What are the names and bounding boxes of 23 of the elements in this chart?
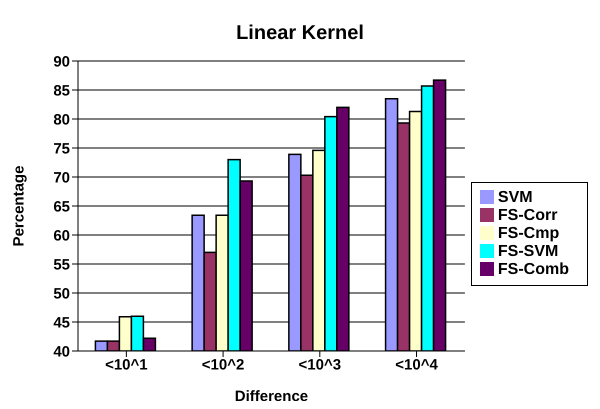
y-tick-label: 75 xyxy=(53,140,70,158)
legend-label: FS-SVM xyxy=(498,242,558,260)
y-tick-label: 65 xyxy=(53,198,70,216)
y-tick-label: 80 xyxy=(53,111,70,128)
chart-title: Linear Kernel xyxy=(236,22,364,44)
x-tick-label: <10^1 xyxy=(105,356,148,374)
y-tick-label: 85 xyxy=(53,82,70,100)
x-tick-label: <10^3 xyxy=(298,356,342,374)
y-tick-label: 45 xyxy=(53,314,70,332)
y-tick-label: 50 xyxy=(53,285,70,302)
x-tick-label: <10^2 xyxy=(202,356,244,374)
y-tick-label: 60 xyxy=(53,227,70,244)
legend-label: SVM xyxy=(498,188,533,206)
y-tick-label: 55 xyxy=(53,256,70,274)
y-axis-title: Percentage xyxy=(10,166,28,246)
y-tick-label: 90 xyxy=(53,53,70,70)
y-tick-label: 70 xyxy=(53,169,70,186)
x-tick-label: <10^4 xyxy=(395,356,438,374)
y-tick-label: 40 xyxy=(53,343,70,360)
legend-label: FS-Corr xyxy=(498,206,558,224)
legend-label: FS-Comb xyxy=(498,260,569,278)
legend-label: FS-Cmp xyxy=(498,224,560,242)
x-axis-title: Difference xyxy=(234,388,308,405)
